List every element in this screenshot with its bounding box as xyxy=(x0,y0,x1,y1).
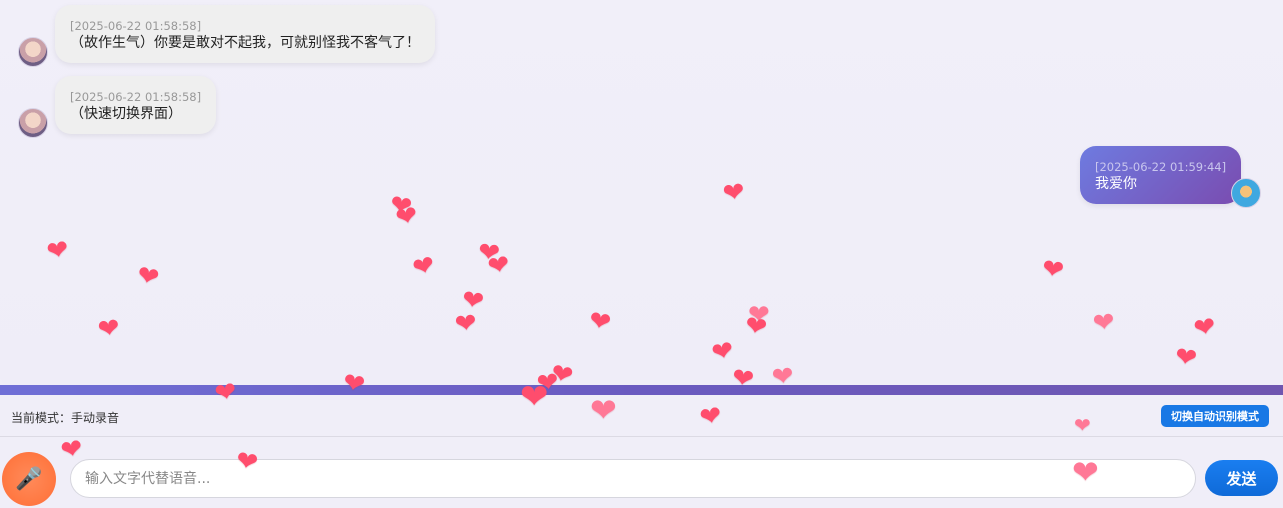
switch-mode-button[interactable]: 切换自动识别模式 xyxy=(1161,405,1269,427)
message-timestamp: [2025-06-22 01:58:58] xyxy=(70,90,202,104)
bot-avatar xyxy=(18,108,48,138)
message-text: 我爱你 xyxy=(1095,176,1137,192)
bot-message-bubble: [2025-06-22 01:58:58] （故作生气）你要是敢对不起我，可就别… xyxy=(55,5,435,63)
message-timestamp: [2025-06-22 01:58:58] xyxy=(70,19,202,33)
message-text: （快速切换界面） xyxy=(70,106,182,122)
message-text: （故作生气）你要是敢对不起我，可就别怪我不客气了！ xyxy=(70,35,420,51)
message-input[interactable] xyxy=(70,459,1196,498)
mic-button[interactable]: 🎤 xyxy=(2,452,56,506)
send-button[interactable]: 发送 xyxy=(1205,460,1278,496)
mode-bar: 当前模式：手动录音 切换自动识别模式 xyxy=(0,395,1283,437)
user-message-bubble: [2025-06-22 01:59:44] 我爱你 xyxy=(1080,146,1242,204)
current-mode-label: 当前模式：手动录音 xyxy=(11,411,120,425)
user-avatar xyxy=(1231,178,1261,208)
bot-message-bubble: [2025-06-22 01:58:58] （快速切换界面） xyxy=(55,76,217,134)
chat-area[interactable]: [2025-06-22 01:58:58] （故作生气）你要是敢对不起我，可就别… xyxy=(0,0,1283,386)
chat-area-border xyxy=(0,385,1283,395)
message-timestamp: [2025-06-22 01:59:44] xyxy=(1095,160,1227,174)
microphone-icon: 🎤 xyxy=(15,466,43,491)
bot-avatar xyxy=(18,37,48,67)
